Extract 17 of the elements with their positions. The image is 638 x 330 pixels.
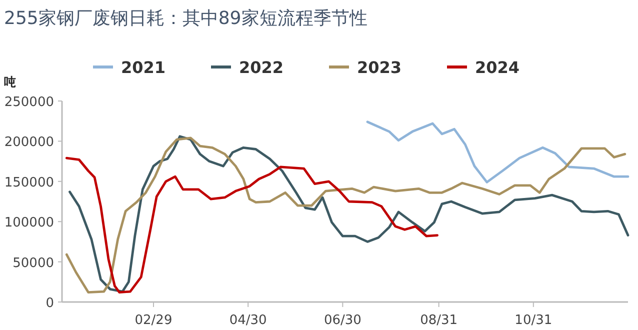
x-tick-label: 02/29 — [134, 313, 172, 328]
x-tick-label: 06/30 — [324, 313, 362, 328]
legend-label: 2023 — [357, 58, 402, 77]
y-tick-label: 0 — [46, 296, 54, 311]
x-tick-label: 08/31 — [420, 313, 458, 328]
ylabel: 吨 — [4, 75, 16, 89]
legend-label: 2021 — [121, 58, 166, 77]
y-tick-label: 50000 — [12, 256, 54, 271]
y-tick-label: 250000 — [4, 95, 54, 110]
legend-label: 2022 — [239, 58, 284, 77]
x-tick-label: 10/31 — [514, 313, 552, 328]
legend-label: 2024 — [475, 58, 520, 77]
y-tick-label: 200000 — [4, 135, 54, 150]
title: 255家钢厂废钢日耗：其中89家短流程季节性 — [4, 8, 368, 29]
y-tick-label: 100000 — [4, 216, 54, 231]
y-tick-label: 150000 — [4, 175, 54, 190]
x-tick-label: 04/30 — [229, 313, 267, 328]
